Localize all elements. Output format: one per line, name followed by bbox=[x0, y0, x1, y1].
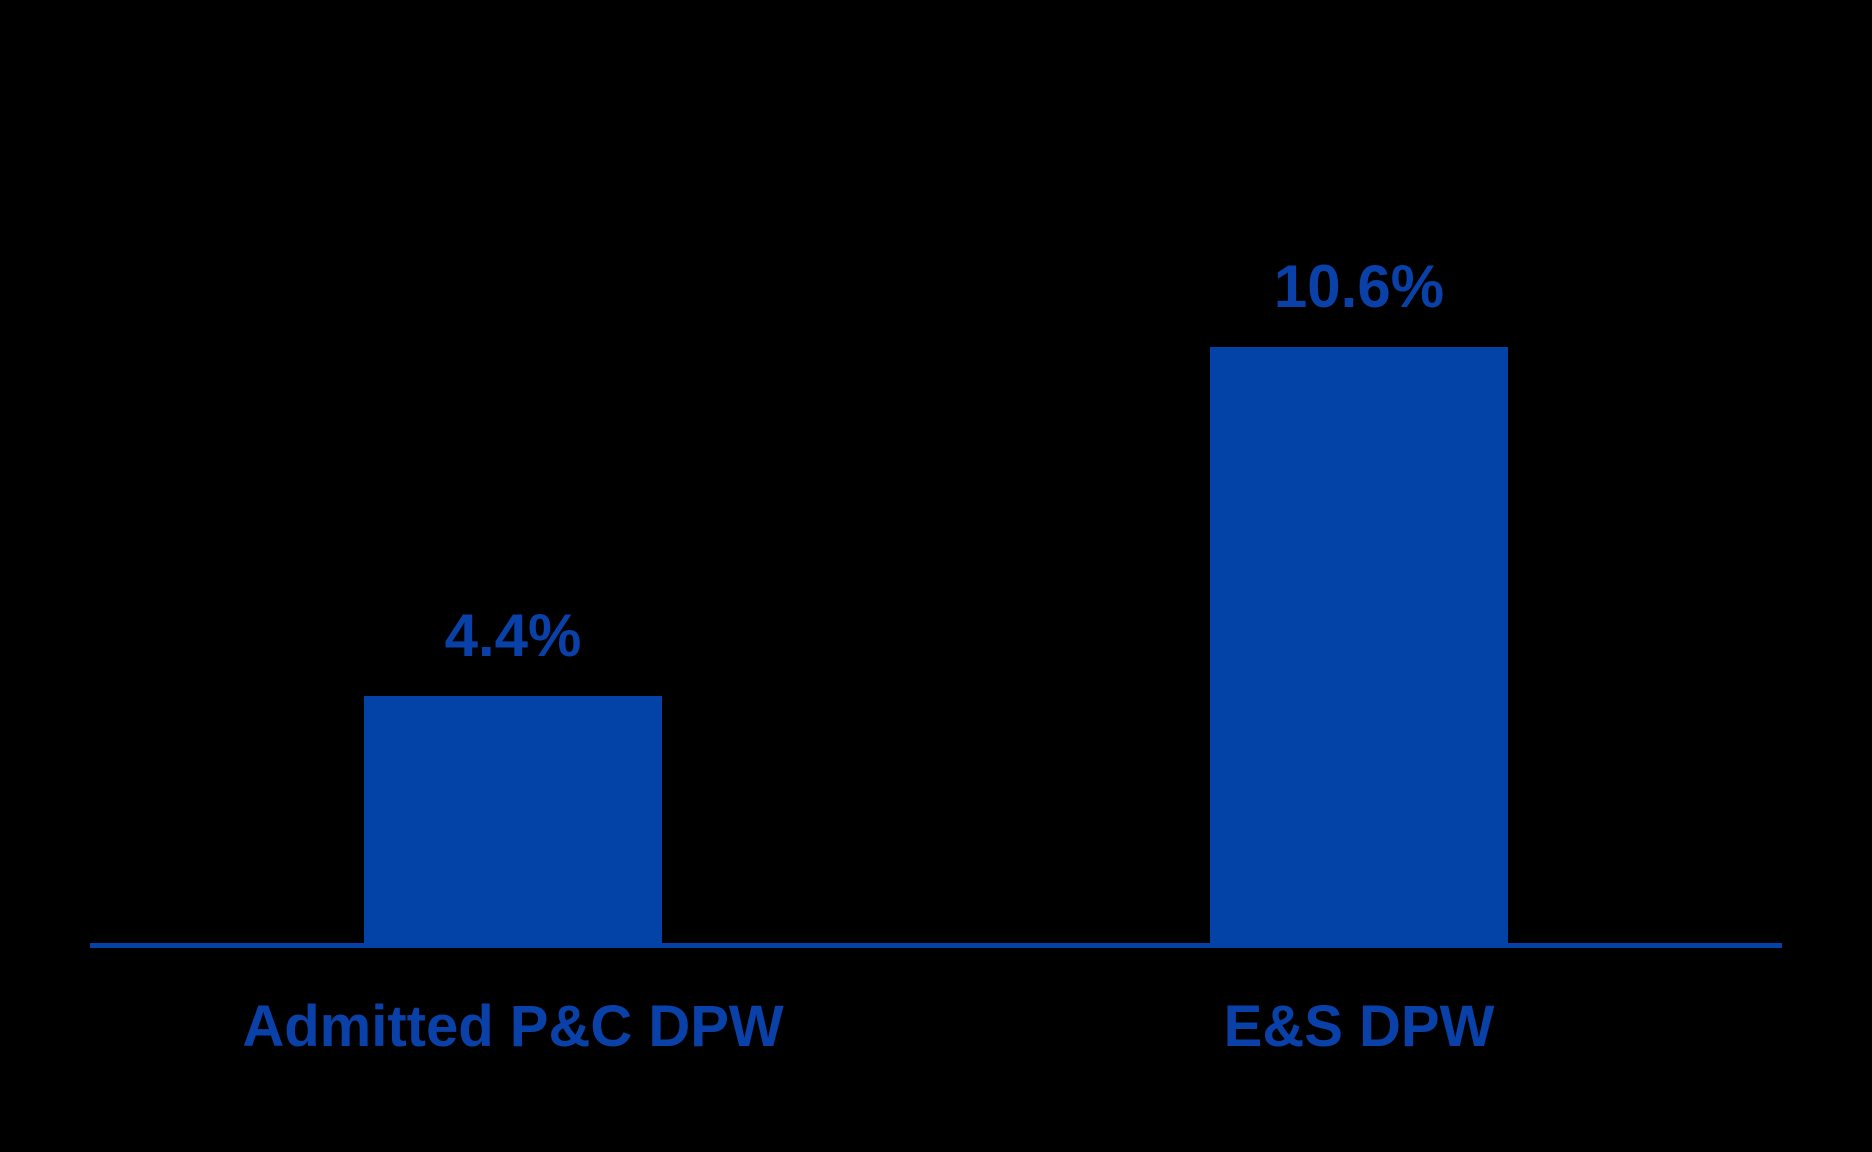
bar bbox=[364, 696, 662, 944]
category-label: E&S DPW bbox=[1223, 994, 1495, 1059]
x-axis-line bbox=[90, 943, 1782, 948]
bar-value-label: 4.4% bbox=[444, 602, 582, 670]
category-label: Admitted P&C DPW bbox=[242, 994, 784, 1059]
bar-value-label: 10.6% bbox=[1273, 252, 1445, 320]
bar bbox=[1210, 346, 1508, 944]
